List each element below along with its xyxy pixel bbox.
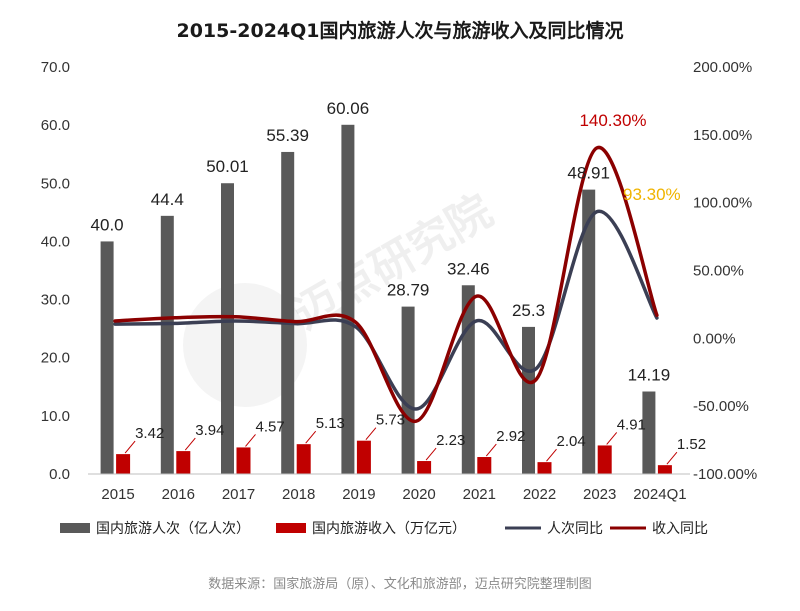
legend-label-income: 国内旅游收入（万亿元） [312,521,466,537]
leader-income-2015 [124,440,136,454]
y-left-tick-label: 70.0 [41,59,70,76]
label-income-2023: 4.91 [617,416,646,433]
leader-income-2022 [546,448,557,462]
label-people-2015: 40.0 [91,215,124,234]
x-tick-label: 2020 [402,486,435,503]
bar-people-2015 [100,241,114,474]
legend: 国内旅游人次（亿人次） 国内旅游收入（万亿元） 人次同比 收入同比 [60,521,708,537]
highlight-people-yoy: 93.30% [623,185,681,204]
leader-income-2019 [365,427,377,441]
bar-income-2019 [356,440,371,474]
label-people-2021: 32.46 [447,259,490,278]
bar-people-2022 [522,326,535,474]
label-people-2023: 48.91 [567,164,610,183]
bar-income-2017 [236,447,251,474]
y-left-tick-label: 20.0 [41,350,70,367]
label-income-2015: 3.42 [135,425,164,442]
label-people-2020: 28.79 [387,281,430,300]
y-left-tick-label: 0.0 [49,466,70,483]
leader-income-2020 [425,447,437,461]
series-income-bars [116,440,672,474]
bar-income-2021 [477,457,492,474]
label-income-2018: 5.13 [316,415,345,432]
income-value-labels: 3.42 3.94 4.57 5.13 5.73 2.23 2.92 2.04 4.91 1.52 [124,412,706,465]
label-people-2024Q1: 14.19 [628,365,671,384]
y-right-tick-label: 200.00% [693,59,752,76]
leader-income-2018 [305,430,317,444]
bar-people-2023 [582,189,596,474]
bar-income-2022 [537,462,552,474]
label-people-2022: 25.3 [512,301,545,320]
series-lines [113,146,659,423]
x-tick-label: 2021 [463,486,496,503]
x-tick-label: 2019 [342,486,375,503]
legend-swatch-people [60,523,90,533]
x-tick-label: 2024Q1 [633,486,686,503]
label-people-2016: 44.4 [151,190,184,209]
label-people-2017: 50.01 [206,157,249,176]
bar-income-2015 [116,454,131,474]
x-axis-ticks: 2015 2016 2017 2018 2019 2020 2021 2022 2023 2024… [101,486,686,503]
y-right-tick-label: 50.00% [693,263,744,280]
legend-swatch-income [276,523,306,533]
label-income-2021: 2.92 [496,428,525,445]
bar-people-2020 [401,306,415,474]
bar-people-2016 [160,215,174,475]
y-left-tick-label: 50.0 [41,175,70,192]
line-income-yoy [113,146,659,423]
x-tick-label: 2015 [101,486,134,503]
label-people-2018: 55.39 [266,126,309,145]
y-left-tick-label: 60.0 [41,117,70,134]
x-tick-label: 2023 [583,486,616,503]
bar-income-2020 [417,461,432,474]
leader-income-2023 [606,432,618,445]
chart-title: 2015-2024Q1国内旅游人次与旅游收入及同比情况 [176,19,623,42]
x-tick-label: 2016 [162,486,195,503]
y-left-axis: 0.0 10.0 20.0 30.0 40.0 50.0 60.0 70.0 [41,59,70,483]
y-right-tick-label: -50.00% [693,398,749,415]
bar-people-2018 [281,151,295,474]
label-income-2016: 3.94 [195,422,224,439]
source-note: 数据来源：国家旅游局（原）、文化和旅游部，迈点研究院整理制图 [208,576,592,592]
label-income-2019: 5.73 [376,412,405,429]
legend-label-income-yoy: 收入同比 [652,521,708,537]
leader-income-2017 [245,434,256,447]
bar-income-2024Q1 [657,465,672,474]
x-tick-label: 2022 [523,486,556,503]
y-right-tick-label: 0.00% [693,330,736,347]
y-right-tick-label: -100.00% [693,466,757,483]
bar-people-2017 [221,183,234,474]
bar-income-2018 [296,444,311,474]
label-people-2019: 60.06 [327,99,370,118]
leader-income-2024Q1 [666,451,678,465]
legend-label-people-yoy: 人次同比 [547,521,603,537]
label-income-2017: 4.57 [256,418,285,435]
y-right-tick-label: 100.00% [693,195,752,212]
label-income-2022: 2.04 [557,433,586,450]
legend-label-people: 国内旅游人次（亿人次） [96,521,250,537]
series-people-bars [100,124,656,475]
watermark-logo-icon [183,283,307,407]
bar-people-2024Q1 [642,391,656,474]
x-tick-label: 2018 [282,486,315,503]
label-income-2020: 2.23 [436,432,465,449]
y-left-tick-label: 10.0 [41,408,70,425]
highlight-income-yoy: 140.30% [579,111,646,130]
y-left-tick-label: 30.0 [41,292,70,309]
leader-income-2016 [184,437,196,451]
line-people-yoy [113,209,659,411]
bar-income-2016 [176,451,191,474]
bar-income-2023 [597,445,612,474]
bar-people-2019 [341,124,355,474]
label-income-2024Q1: 1.52 [677,436,706,453]
leader-income-2021 [485,443,497,457]
people-value-labels: 40.0 44.4 50.01 55.39 60.06 28.79 32.46 25.3 48.… [91,99,671,385]
y-right-tick-label: 150.00% [693,127,752,144]
yoy-highlight-labels: 93.30% 140.30% [579,111,680,204]
x-tick-label: 2017 [222,486,255,503]
y-left-tick-label: 40.0 [41,233,70,250]
y-right-axis: -100.00% -50.00% 0.00% 50.00% 100.00% 150.00%… [693,59,757,483]
